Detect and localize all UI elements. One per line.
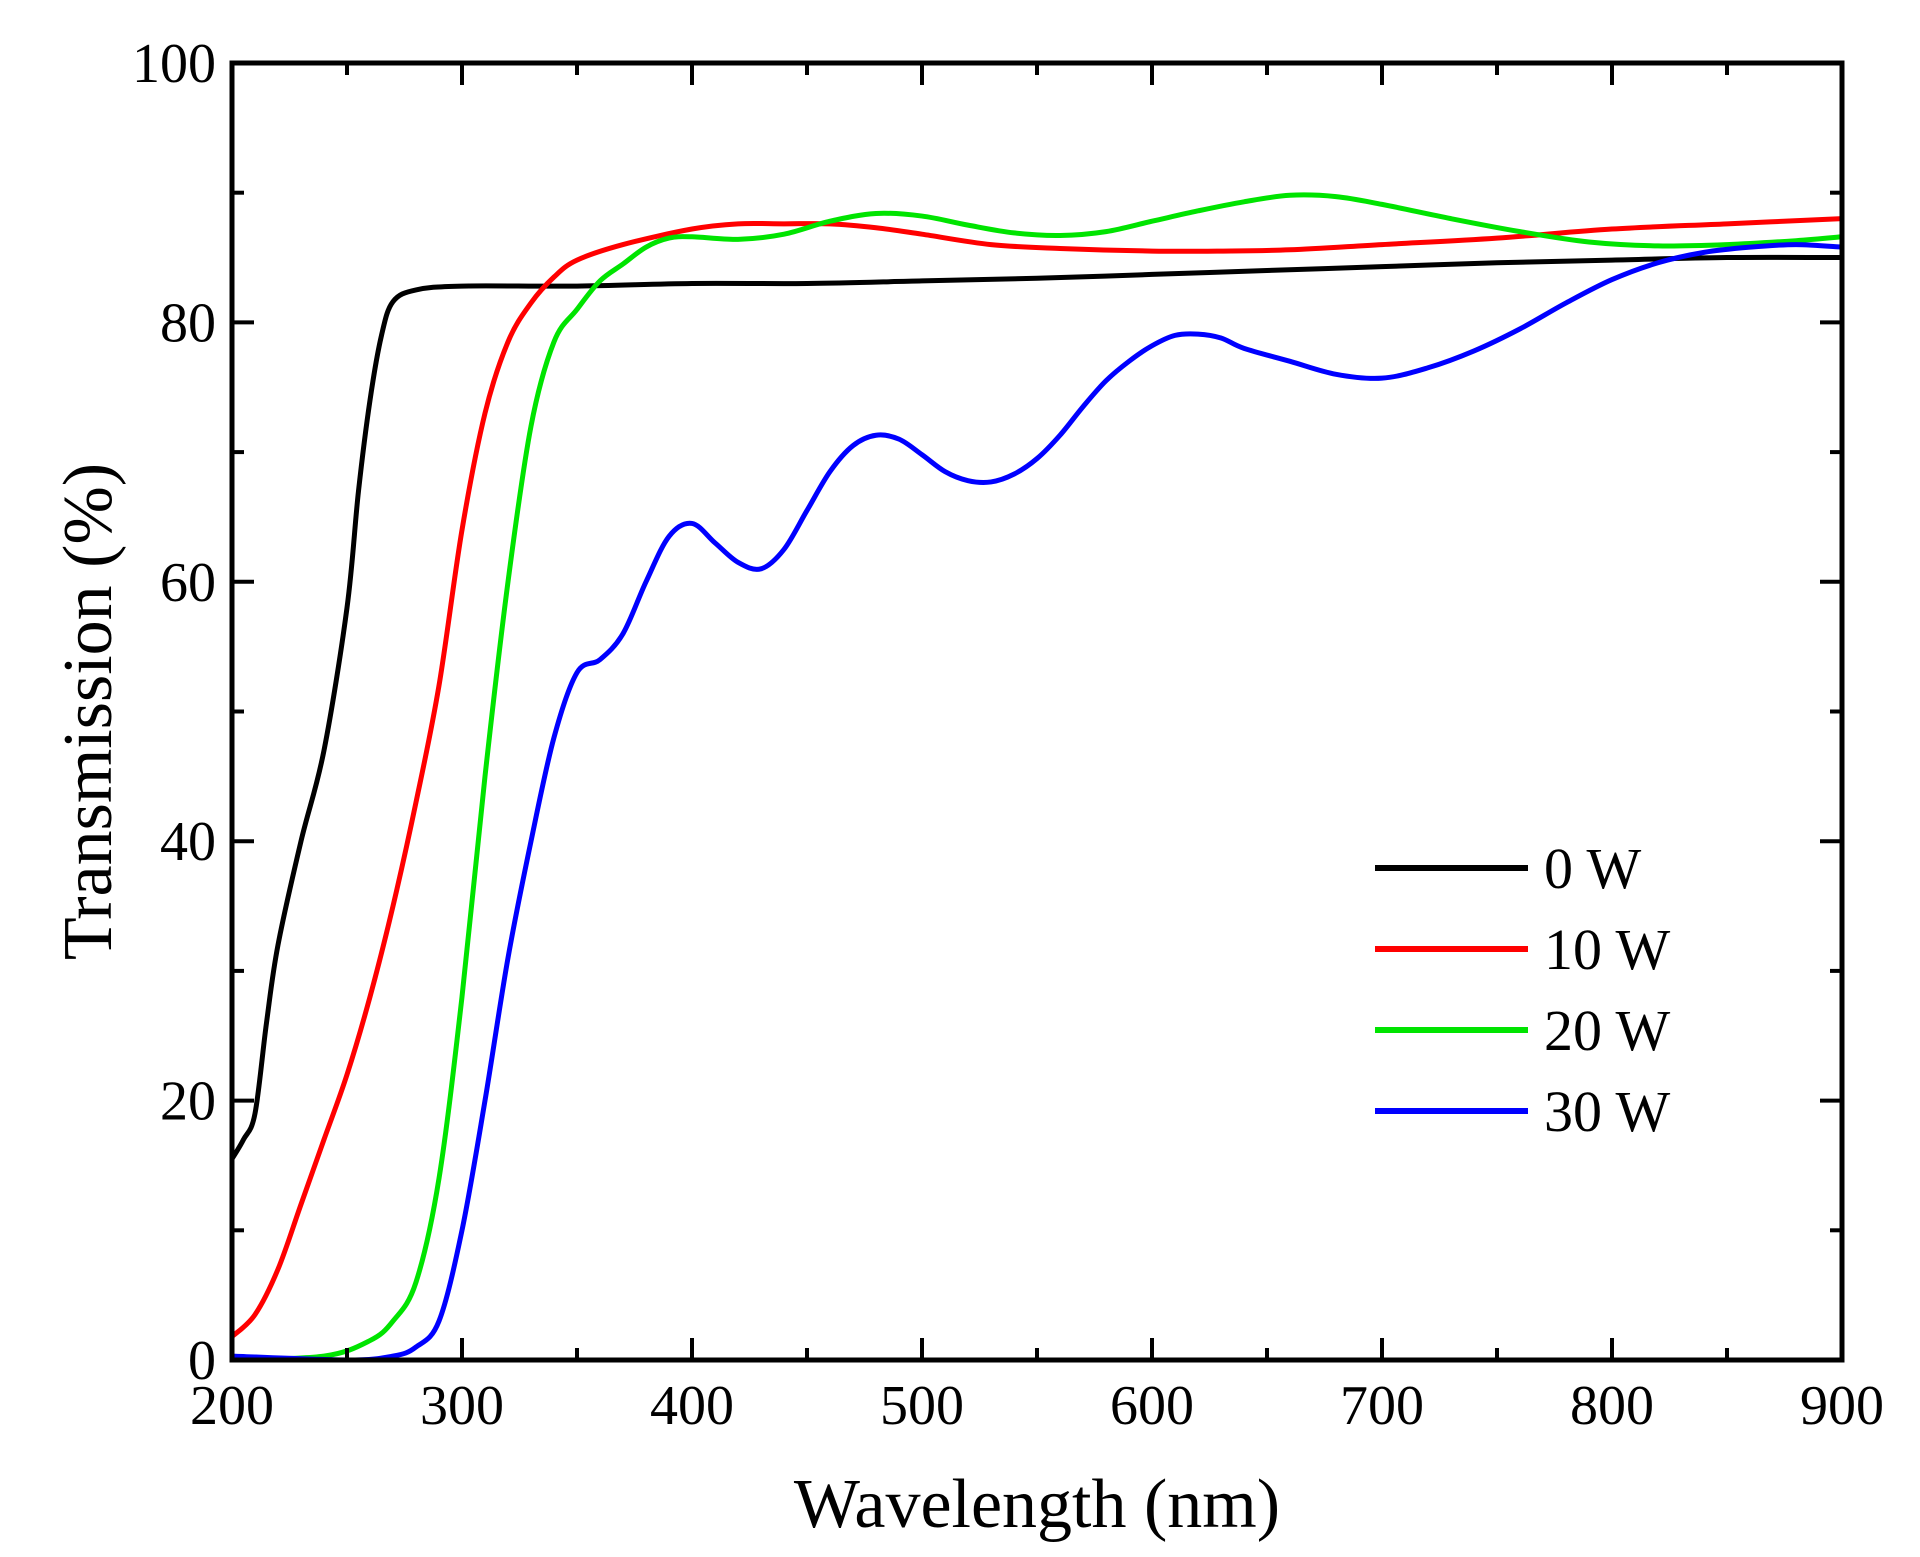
legend-label-0w: 0 W: [1544, 836, 1641, 901]
x-tick-label: 200: [190, 1375, 274, 1437]
y-tick-label: 20: [160, 1071, 216, 1133]
x-tick-label: 500: [880, 1375, 964, 1437]
series-line-30w: [229, 242, 1845, 1363]
y-tick-label: 40: [160, 811, 216, 873]
legend-label-10w: 10 W: [1544, 917, 1670, 982]
x-tick-label: 300: [420, 1375, 504, 1437]
x-tick-label: 900: [1800, 1375, 1884, 1437]
y-tick-label: 100: [132, 33, 216, 95]
x-axis-title: Wavelength (nm): [794, 1466, 1280, 1543]
x-tick-label: 400: [650, 1375, 734, 1437]
series-line-20w: [229, 192, 1845, 1363]
x-tick-label: 700: [1340, 1375, 1424, 1437]
y-axis-title: Transmission (%): [50, 463, 127, 960]
series-line-0w: [229, 254, 1845, 1162]
axes-layer: 200 300 400 500 600 700 800 900 0 20 40 60 80 100: [132, 33, 1884, 1437]
x-tick-label: 600: [1110, 1375, 1194, 1437]
x-tick-label: 800: [1570, 1375, 1654, 1437]
series-layer: [229, 192, 1845, 1363]
legend-label-30w: 30 W: [1544, 1079, 1670, 1144]
legend: 0 W 10 W 20 W 30 W: [1375, 836, 1670, 1144]
y-tick-label: 0: [188, 1330, 216, 1392]
y-tick-label: 80: [160, 292, 216, 354]
series-line-10w: [229, 216, 1845, 1340]
legend-label-20w: 20 W: [1544, 998, 1670, 1063]
y-tick-label: 60: [160, 552, 216, 614]
